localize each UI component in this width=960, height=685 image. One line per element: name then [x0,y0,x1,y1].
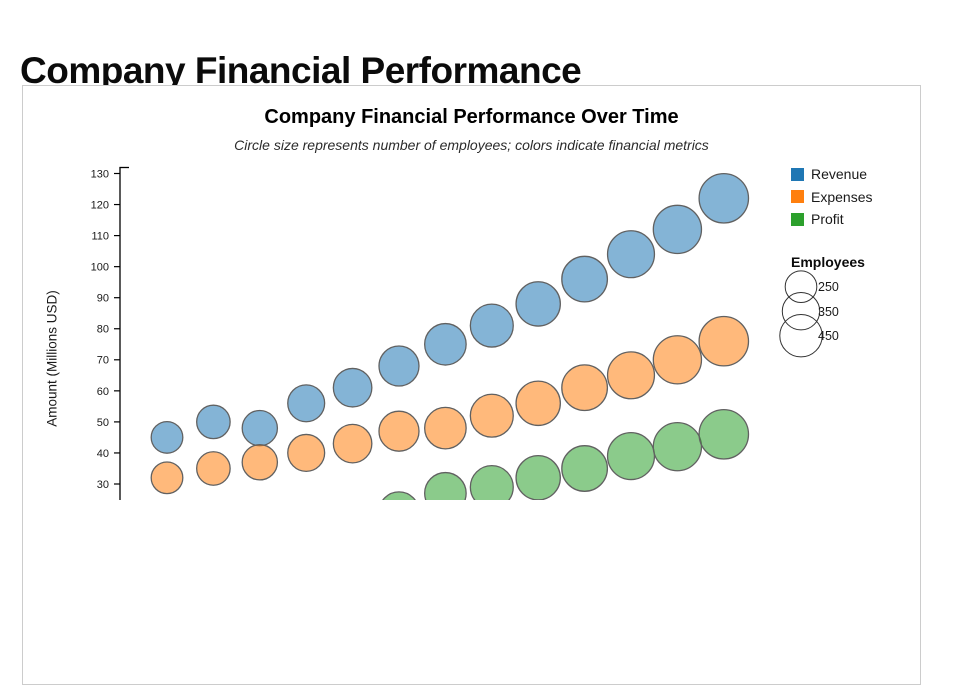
page-title: Company Financial Performance [20,49,582,91]
y-axis-label: Amount (Millions USD) [44,290,60,427]
bubble-revenue-2 [196,404,231,440]
bubble-expenses-1 [150,461,184,495]
bubble-revenue-7 [424,322,467,366]
bubble-revenue-6 [378,345,420,387]
bubble-chart-plot: 130 120 110 100 90 80 70 60 50 40 30 [91,166,823,500]
legend-item-expenses: Expenses [791,188,873,205]
expenses-swatch-icon [791,190,804,203]
bubble-revenue-13 [698,172,750,224]
bubble-profit-13 [698,408,750,460]
legend-item-revenue: Revenue [791,166,868,182]
revenue-swatch-icon [791,167,804,181]
bubble-expenses-11 [606,351,656,400]
y-tick-label: 70 [97,355,109,367]
bubble-profit-11 [606,431,656,481]
bubble-revenue-12 [652,204,703,255]
y-tick-label: 120 [91,199,109,211]
size-legend-label-450: 450 [818,329,839,343]
size-legend-circle-450 [779,313,823,358]
y-tick-label: 60 [97,386,109,398]
bubble-expenses-10 [561,364,609,412]
bubble-revenue-11 [606,230,656,279]
chart-title: Company Financial Performance Over Time [264,106,679,128]
chart-subtitle: Circle size represents number of employe… [234,137,709,153]
bubble-profit-8 [469,465,514,500]
bubble-expenses-8 [469,393,514,438]
size-legend-circle-250 [784,270,818,304]
y-tick-label: 110 [91,231,109,243]
bubble-revenue-9 [515,281,561,327]
bubble-profit-12 [652,421,703,472]
bubble-revenue-4 [287,384,326,423]
legend-item-label: Revenue [811,166,868,182]
y-tick-label: 30 [97,479,109,491]
bubble-expenses-3 [241,444,279,481]
legend-item-label: Expenses [811,188,873,205]
bubble-expenses-12 [652,335,703,385]
bubble-expenses-13 [698,315,750,367]
size-legend-circle-350 [781,291,821,331]
bubble-expenses-5 [332,423,373,464]
bubble-expenses-7 [424,406,467,450]
bubble-revenue-3 [241,409,279,447]
bubble-expenses-2 [196,451,231,486]
bubble-profit-10 [561,445,609,492]
bubble-profit-9 [515,455,561,500]
size-legend-label-350: 350 [818,304,839,319]
y-tick-label: 50 [97,417,109,429]
bubble-revenue-8 [469,303,514,348]
bubble-expenses-6 [378,410,420,452]
size-legend-title: Employees [791,254,865,270]
profit-swatch-icon [791,212,804,226]
bubble-expenses-4 [287,433,326,472]
bubble-expenses-9 [515,380,561,427]
bubble-revenue-5 [332,367,373,408]
y-tick-label: 80 [97,324,109,336]
y-tick-label: 130 [91,168,109,180]
size-legend-label-250: 250 [818,280,839,294]
y-tick-label: 90 [97,293,109,305]
y-tick-label: 100 [91,262,109,274]
y-tick-label: 40 [97,448,109,460]
legend-item-label: Profit [811,211,844,227]
bubble-revenue-10 [561,255,609,303]
bubble-profit-6 [382,491,416,500]
legend-item-profit: Profit [791,211,844,227]
bubble-revenue-1 [150,420,184,454]
bubble-profit-7 [424,471,467,500]
